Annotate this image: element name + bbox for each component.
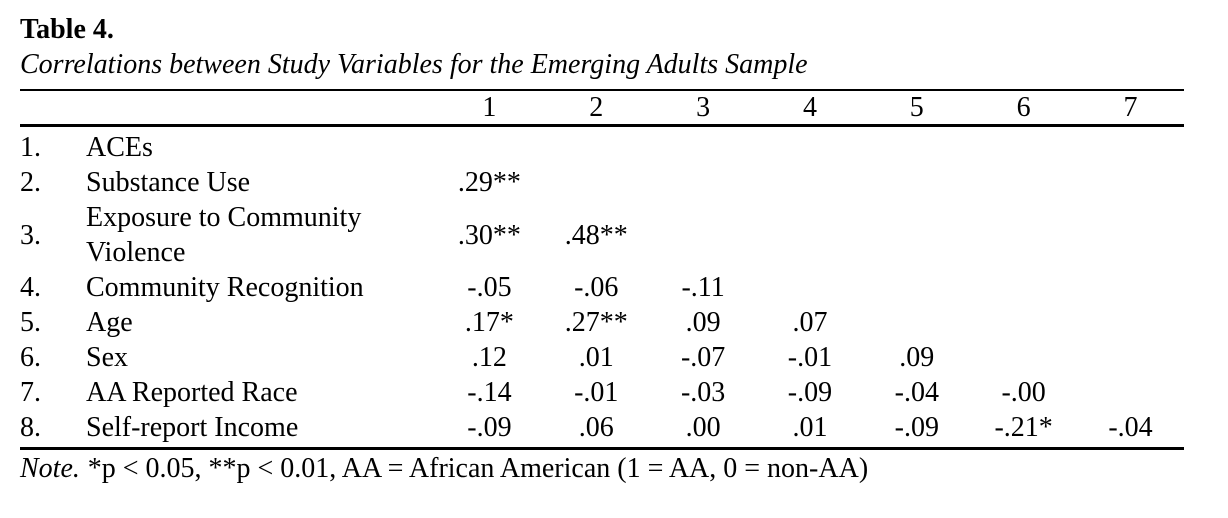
correlation-value: [970, 340, 1077, 375]
correlation-value: [970, 165, 1077, 200]
correlation-value: .06: [578, 412, 614, 443]
correlation-value: [1077, 270, 1184, 305]
correlation-value: -.03: [680, 377, 726, 408]
row-number: 8.: [20, 412, 41, 443]
correlation-value: [436, 126, 543, 166]
correlation-value: [970, 305, 1077, 340]
correlation-value: -.01: [787, 342, 833, 373]
correlation-value: .09: [685, 307, 721, 338]
column-header-2: 2: [542, 90, 650, 127]
row-label: Self-report Income: [86, 412, 299, 443]
correlation-value: -.06: [574, 272, 619, 303]
column-header-7: 7: [1077, 90, 1184, 127]
correlation-value: -.04: [1108, 412, 1153, 443]
row-label: Substance Use: [86, 167, 251, 198]
correlation-value: -.01: [574, 377, 619, 408]
column-header-3: 3: [649, 90, 757, 127]
row-number: 7.: [20, 377, 41, 408]
correlation-value: [1077, 305, 1184, 340]
table-row: 7. AA Reported Race -.14 -.01 -.03 -.09 -.04 -.…: [20, 375, 1184, 410]
row-number: 5.: [20, 307, 41, 338]
correlation-value: .48**: [564, 219, 628, 251]
correlation-value: [650, 165, 757, 200]
correlation-value: [863, 165, 970, 200]
header-row: 1 2 3 4 5 6 7: [20, 90, 1184, 127]
correlation-value: [863, 270, 970, 305]
correlation-value: [970, 126, 1077, 166]
column-header-4: 4: [756, 90, 864, 127]
correlation-value: .09: [899, 342, 935, 373]
correlation-table: 1 2 3 4 5 6 7 1. ACEs 2. Substance Use .29**…: [20, 89, 1184, 450]
correlation-value: .12: [471, 342, 507, 373]
column-header-1: 1: [436, 90, 543, 127]
correlation-value: .00: [685, 412, 721, 443]
column-header-5: 5: [863, 90, 971, 127]
header-spacer-number: [20, 90, 86, 127]
correlation-value: -.04: [894, 377, 939, 408]
correlation-value: [543, 126, 650, 166]
row-label: Exposure to Community Violence: [86, 202, 362, 268]
correlation-value: [1077, 340, 1184, 375]
correlation-value: [650, 126, 757, 166]
note-label: Note.: [20, 453, 80, 484]
row-number: 1.: [20, 132, 41, 163]
table-title: Table 4.: [20, 14, 114, 45]
row-label: Community Recognition: [86, 272, 364, 303]
header-spacer-label: [86, 90, 436, 127]
table-row: 2. Substance Use .29**: [20, 165, 1184, 200]
correlation-value: [757, 200, 864, 270]
column-header-6: 6: [970, 90, 1078, 127]
table-row: 3. Exposure to Community Violence .30** .48…: [20, 200, 1184, 270]
row-number: 3.: [20, 219, 41, 251]
correlation-value: .30**: [457, 219, 521, 251]
table-note: Note. *p < 0.05, **p < 0.01, AA = African…: [20, 450, 1206, 487]
correlation-value: [1077, 200, 1184, 270]
table-row: 8. Self-report Income -.09 .06 .00 .01 -.09 -.2…: [20, 410, 1184, 449]
correlation-value: -.00: [1001, 377, 1046, 408]
correlation-value: -.09: [467, 412, 512, 443]
correlation-value: [1077, 375, 1184, 410]
correlation-value: [863, 126, 970, 166]
table-caption: Correlations between Study Variables for…: [20, 49, 808, 80]
table-row: 6. Sex .12 .01 -.07 -.01 .09: [20, 340, 1184, 375]
row-number: 6.: [20, 342, 41, 373]
row-label: ACEs: [86, 132, 153, 163]
row-label: Age: [86, 307, 133, 338]
correlation-value: .27**: [564, 307, 628, 338]
correlation-value: [970, 270, 1077, 305]
correlation-value: [757, 165, 864, 200]
correlation-value: -.21*: [994, 412, 1053, 443]
correlation-value: [863, 305, 970, 340]
correlation-value: .01: [578, 342, 614, 373]
correlation-value: [757, 270, 864, 305]
correlation-value: [1077, 165, 1184, 200]
correlation-value: .07: [792, 307, 828, 338]
correlation-value: -.11: [681, 272, 725, 303]
correlation-value: .17*: [464, 307, 514, 338]
correlation-value: -.14: [467, 377, 512, 408]
table-row: 4. Community Recognition -.05 -.06 -.11: [20, 270, 1184, 305]
row-number: 2.: [20, 167, 41, 198]
row-number: 4.: [20, 272, 41, 303]
correlation-value: .29**: [457, 167, 521, 198]
correlation-value: -.05: [467, 272, 512, 303]
table-row: 1. ACEs: [20, 126, 1184, 166]
row-label: AA Reported Race: [86, 377, 298, 408]
correlation-value: [650, 200, 757, 270]
correlation-value: -.09: [787, 377, 833, 408]
correlation-value: -.07: [680, 342, 726, 373]
row-label: Sex: [86, 342, 128, 373]
correlation-value: [757, 126, 864, 166]
correlation-value: [1077, 126, 1184, 166]
table-body: 1. ACEs 2. Substance Use .29** 3. Exposure to …: [20, 126, 1184, 449]
correlation-value: .01: [792, 412, 828, 443]
correlation-value: [970, 200, 1077, 270]
note-text: *p < 0.05, **p < 0.01, AA = African Amer…: [87, 453, 869, 484]
correlation-value: [543, 165, 650, 200]
correlation-value: [863, 200, 970, 270]
correlation-value: -.09: [894, 412, 939, 443]
table-row: 5. Age .17* .27** .09 .07: [20, 305, 1184, 340]
